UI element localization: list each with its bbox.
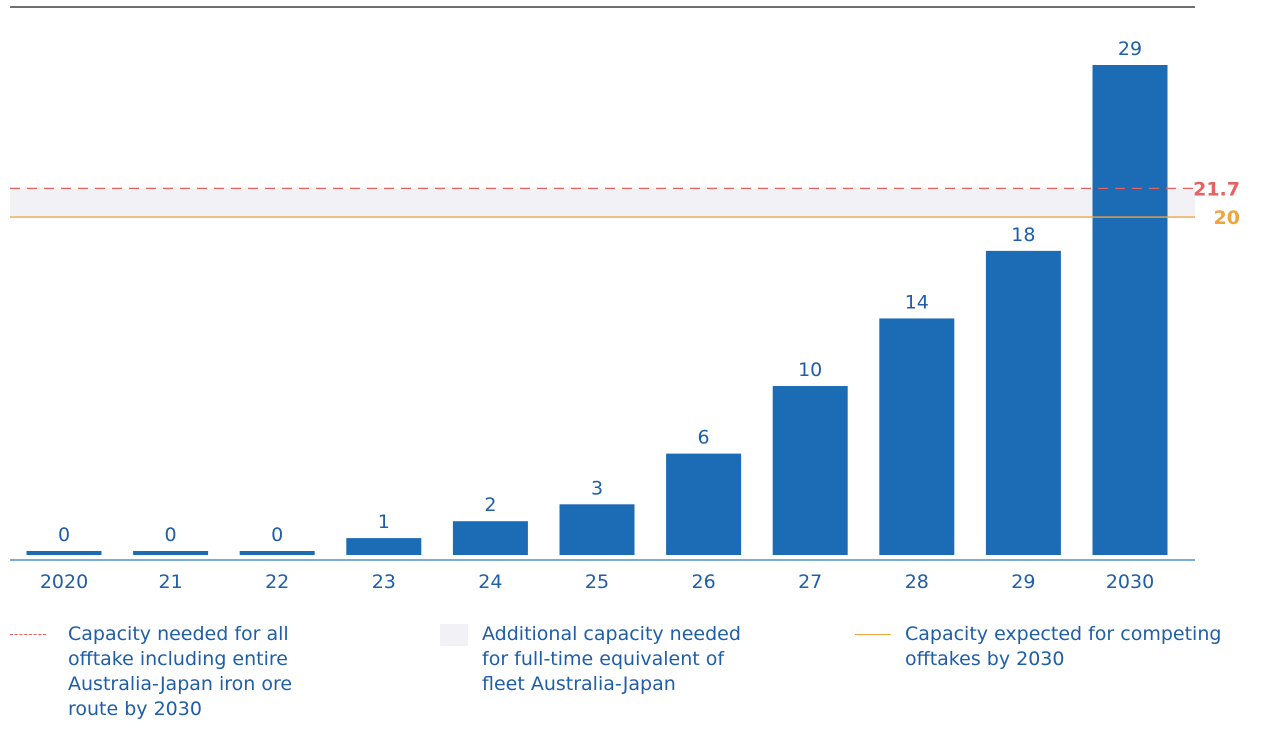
bar-value-label: 29 (1118, 38, 1142, 60)
x-tick-label: 28 (905, 571, 929, 593)
bar-24 (452, 521, 528, 555)
x-tick-label: 25 (585, 571, 609, 593)
bar-22 (239, 551, 315, 555)
legend-swatch-dashed (10, 634, 46, 635)
x-tick-label: 2030 (1106, 571, 1154, 593)
x-tick-label: 22 (265, 571, 289, 593)
reference-line-label: 21.7 (1193, 178, 1240, 200)
bar-value-label: 2 (484, 494, 496, 516)
capacity-band (10, 188, 1195, 218)
x-tick-label: 26 (692, 571, 716, 593)
bar-value-label: 6 (698, 427, 710, 449)
bar-value-label: 18 (1011, 224, 1035, 246)
x-tick-label: 27 (798, 571, 822, 593)
bar-value-label: 14 (905, 291, 929, 313)
legend-swatch-solid (855, 634, 891, 635)
bar-23 (346, 538, 422, 555)
x-tick-label: 23 (372, 571, 396, 593)
bar-value-label: 10 (798, 359, 822, 381)
bar-value-label: 0 (58, 524, 70, 546)
bar-value-label: 1 (378, 511, 390, 533)
reference-line-label: 20 (1214, 207, 1240, 229)
bar-29 (985, 250, 1061, 556)
x-tick-label: 29 (1011, 571, 1035, 593)
x-tick-label: 2020 (40, 571, 88, 593)
bar-value-label: 0 (271, 524, 283, 546)
bar-21 (133, 551, 209, 555)
bar-value-label: 3 (591, 477, 603, 499)
bars-layer (26, 65, 1168, 556)
bar-value-label: 0 (165, 524, 177, 546)
labels-layer: 0 2020 0 21 0 22 1 23 2 24 3 25 6 26 10 27 14 28 18 29 29 203… (40, 38, 1240, 593)
bar-2020 (26, 551, 102, 555)
x-tick-label: 24 (478, 571, 502, 593)
reference-lines-layer (10, 187, 1195, 218)
legend-label: Capacity expected for competing offtakes… (905, 623, 1222, 670)
x-tick-label: 21 (159, 571, 183, 593)
bar-26 (666, 453, 742, 555)
legend-label: Additional capacity needed for full-time… (482, 623, 741, 695)
legend-swatch-band (440, 624, 468, 646)
legend-label: Capacity needed for all offtake includin… (68, 623, 293, 720)
bar-25 (559, 504, 635, 555)
bar-2030 (1092, 65, 1168, 555)
band-layer (10, 188, 1195, 218)
bar-27 (772, 386, 848, 555)
bar-28 (879, 318, 955, 555)
